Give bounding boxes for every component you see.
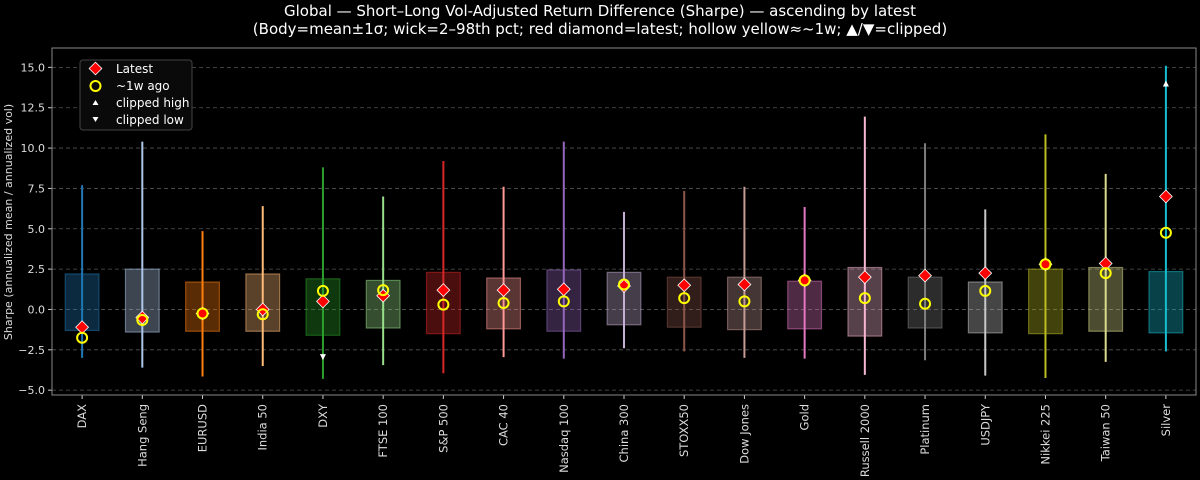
legend-item-week-ago: ~1w ago xyxy=(89,79,170,93)
week-ago-marker-CAC 40 xyxy=(497,297,510,310)
week-ago-marker-Silver xyxy=(1159,226,1172,239)
y-tick-label: −5.0 xyxy=(18,384,45,397)
legend-label: ~1w ago xyxy=(116,79,170,93)
week-ago-marker-Dow Jones xyxy=(738,295,751,308)
week-ago-marker-Russell 2000 xyxy=(858,292,871,305)
chart-title: Global — Short–Long Vol-Adjusted Return … xyxy=(284,2,916,20)
latest-marker-STOXX50 xyxy=(677,278,692,293)
y-tick-label: 12.5 xyxy=(21,102,46,115)
x-tick-label: FTSE 100 xyxy=(376,404,390,458)
y-tick-label: 15.0 xyxy=(21,61,46,74)
y-tick-label: −2.5 xyxy=(18,344,45,357)
y-tick-label: 0.0 xyxy=(28,303,46,316)
legend: Latest ~1w ago clipped high clipped low xyxy=(79,59,193,131)
clipped-low-marker xyxy=(319,354,326,361)
x-tick-label: Platinum xyxy=(918,404,932,455)
week-ago-marker-FTSE 100 xyxy=(377,284,390,297)
legend-label: clipped low xyxy=(116,113,184,127)
y-tick-label: 7.5 xyxy=(28,182,46,195)
week-ago-marker-Hang Seng xyxy=(136,313,149,326)
legend-label: Latest xyxy=(116,62,153,76)
week-ago-marker-DAX xyxy=(76,331,89,344)
x-tick-label: China 300 xyxy=(617,404,631,462)
latest-marker-Dow Jones xyxy=(737,277,752,292)
x-tick-label: DAX xyxy=(75,404,89,429)
yellow-circle-icon xyxy=(89,80,102,92)
x-tick-label: USDJPY xyxy=(978,403,992,446)
week-ago-marker-China 300 xyxy=(618,278,630,291)
x-tick-label: Taiwan 50 xyxy=(1099,404,1113,462)
week-ago-marker-Taiwan 50 xyxy=(1099,267,1112,280)
x-tick-label: Gold xyxy=(798,404,812,430)
legend-item-latest: Latest xyxy=(88,61,153,76)
x-tick-label: Silver xyxy=(1159,404,1173,437)
clipped-high-marker xyxy=(1162,80,1169,87)
x-tick-label: CAC 40 xyxy=(497,404,511,446)
x-tick-label: DXY xyxy=(316,403,330,428)
x-tick-label: Nasdaq 100 xyxy=(557,404,571,473)
latest-marker-Taiwan 50 xyxy=(1098,256,1113,271)
week-ago-marker-Nasdaq 100 xyxy=(557,295,570,308)
latest-marker-Platinum xyxy=(918,268,932,283)
week-ago-marker-India 50 xyxy=(256,308,269,321)
x-tick-label: EURUSD xyxy=(196,404,210,452)
y-tick-label: 10.0 xyxy=(21,142,46,155)
week-ago-marker-USDJPY xyxy=(979,284,992,297)
x-tick-label: Dow Jones xyxy=(737,404,751,464)
latest-marker-Hang Seng xyxy=(135,310,150,325)
latest-marker-Russell 2000 xyxy=(857,270,872,285)
y-tick-label: 2.5 xyxy=(28,263,46,276)
week-ago-marker-EURUSD xyxy=(196,307,209,320)
triangle-up-icon xyxy=(92,100,99,105)
y-tick-label: 5.0 xyxy=(28,223,46,236)
x-tick-label: India 50 xyxy=(256,404,270,451)
x-tick-label: S&P 500 xyxy=(436,404,450,453)
triangle-down-icon xyxy=(92,117,99,122)
latest-marker-DXY xyxy=(316,294,330,309)
plot-frame xyxy=(51,47,1197,396)
legend-item-clipped-low: clipped low xyxy=(92,113,184,127)
chart-subtitle: (Body=mean±1σ; wick=2–98th pct; red diam… xyxy=(252,20,948,38)
week-ago-marker-Nikkei 225 xyxy=(1039,258,1052,271)
latest-marker-S&P 500 xyxy=(436,283,451,298)
week-ago-marker-DXY xyxy=(316,284,329,297)
week-ago-marker-S&P 500 xyxy=(437,298,450,311)
latest-marker-USDJPY xyxy=(978,266,993,281)
x-tick-label: STOXX50 xyxy=(677,404,691,457)
legend-item-clipped-high: clipped high xyxy=(92,96,189,110)
x-tick-label: Russell 2000 xyxy=(858,404,872,477)
week-ago-marker-Platinum xyxy=(919,297,932,310)
latest-marker-DAX xyxy=(75,320,90,335)
x-tick-label: Hang Seng xyxy=(135,404,149,467)
red-diamond-icon xyxy=(88,61,103,76)
latest-marker-Nasdaq 100 xyxy=(556,282,571,297)
y-axis-label: Sharpe (annualized mean / annualized vol… xyxy=(2,104,15,340)
latest-marker-Silver xyxy=(1158,189,1173,204)
week-ago-marker-Gold xyxy=(798,274,811,287)
legend-label: clipped high xyxy=(116,96,189,110)
x-tick-label: Nikkei 225 xyxy=(1038,404,1052,465)
week-ago-marker-STOXX50 xyxy=(678,292,691,305)
latest-marker-CAC 40 xyxy=(496,283,511,298)
